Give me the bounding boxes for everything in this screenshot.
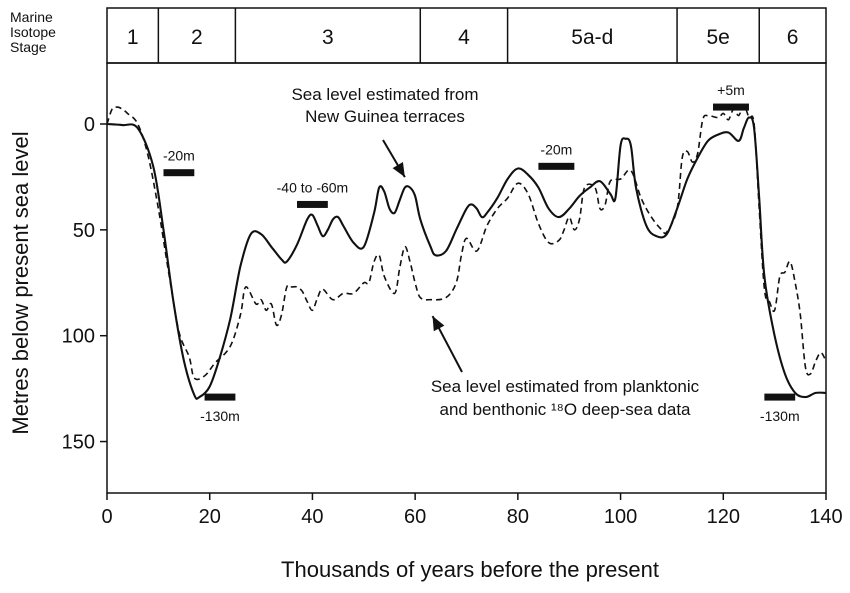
y-tick-label: 50 bbox=[73, 220, 95, 242]
plot-area bbox=[106, 62, 827, 494]
stage-label: 4 bbox=[458, 26, 470, 49]
stage-header-label: Marine Isotope Stage bbox=[10, 10, 100, 55]
x-tick-label: 120 bbox=[707, 506, 740, 528]
ticks-layer: 0 20 40 60 80 100 120 140 0 50 100 150 bbox=[62, 114, 843, 528]
estimate-bar-label: +5m bbox=[717, 82, 745, 98]
estimate-bar bbox=[204, 393, 236, 401]
annotation-terraces-arrow-head bbox=[392, 162, 405, 178]
x-tick-label: 100 bbox=[604, 506, 637, 528]
annotation-deep-sea-line: and benthonic ¹⁸O deep-sea data bbox=[439, 400, 691, 419]
plot-frame bbox=[106, 62, 827, 494]
stage-label: 2 bbox=[191, 26, 203, 49]
stage-band: 1 2 3 4 5a-d 5e 6 bbox=[106, 7, 827, 64]
series-layer bbox=[106, 104, 827, 400]
estimate-bar-label: -40 to -60m bbox=[277, 179, 349, 195]
annotation-terraces-line: New Guinea terraces bbox=[305, 107, 465, 126]
x-tick-label: 20 bbox=[199, 506, 221, 528]
x-tick-label: 0 bbox=[101, 506, 112, 528]
estimate-bar bbox=[764, 393, 796, 401]
annotation-deep-sea-arrow-head bbox=[432, 316, 445, 332]
estimate-bar bbox=[538, 162, 575, 170]
estimate-bar-label: -20m bbox=[163, 148, 195, 164]
x-tick-label: 60 bbox=[404, 506, 426, 528]
estimate-bar bbox=[163, 169, 195, 177]
bars-layer: -20m -40 to -60m -130m -20m +5m -130m bbox=[163, 82, 800, 424]
series-line-deep-sea bbox=[106, 104, 827, 381]
stage-header-line: Marine bbox=[10, 9, 53, 25]
stage-label: 3 bbox=[322, 26, 334, 49]
estimate-bar-label: -130m bbox=[200, 408, 240, 424]
x-tick-label: 80 bbox=[507, 506, 529, 528]
estimate-bar-label: -130m bbox=[760, 408, 800, 424]
annotation-deep-sea-line: Sea level estimated from planktonic bbox=[431, 377, 700, 396]
stage-label: 1 bbox=[127, 26, 139, 49]
annotation-terraces-line: Sea level estimated from bbox=[291, 85, 478, 104]
y-tick-label: 100 bbox=[62, 326, 95, 348]
x-tick-label: 40 bbox=[301, 506, 323, 528]
stage-label: 5a-d bbox=[571, 26, 613, 49]
y-axis-title: Metres below present sea level bbox=[8, 131, 33, 434]
series-line-terraces bbox=[106, 116, 827, 400]
x-tick-label: 140 bbox=[809, 506, 842, 528]
stage-header-line: Stage bbox=[10, 39, 47, 55]
y-tick-label: 150 bbox=[62, 432, 95, 454]
estimate-bar bbox=[713, 103, 749, 111]
estimate-bar-label: -20m bbox=[540, 141, 572, 157]
estimate-bar bbox=[297, 200, 328, 208]
x-axis-title: Thousands of years before the present bbox=[281, 557, 659, 582]
y-tick-label: 0 bbox=[84, 114, 95, 136]
stage-label: 5e bbox=[706, 26, 729, 49]
stage-header-line: Isotope bbox=[10, 24, 56, 40]
stage-label: 6 bbox=[787, 26, 799, 49]
annotation-layer: Sea level estimated from New Guinea terra… bbox=[291, 85, 699, 419]
